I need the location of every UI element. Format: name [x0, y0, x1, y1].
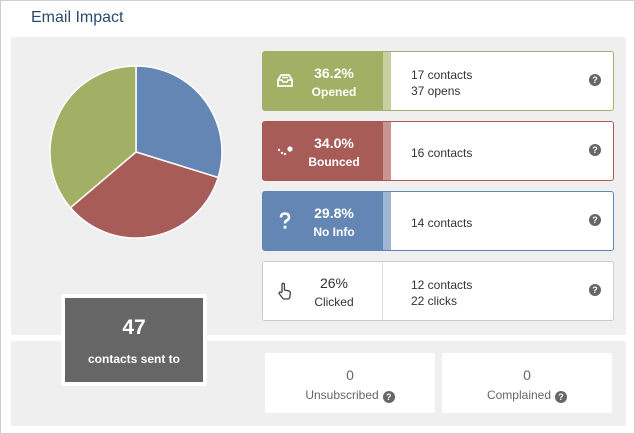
- complained-label-line: Complained?: [442, 388, 612, 403]
- bounced-help-icon[interactable]: ?: [589, 144, 601, 156]
- unsubscribed-label-line: Unsubscribed?: [265, 388, 435, 403]
- bounced-contacts: 16 contacts: [411, 146, 473, 160]
- bounce-icon: [275, 141, 295, 161]
- opened-percent: 36.2%: [314, 65, 354, 81]
- noinfo-percent: 29.8%: [314, 205, 354, 221]
- complained-card: 0 Complained?: [442, 353, 612, 413]
- opened-stat: 36.2% Opened: [263, 52, 383, 110]
- opened-accent-strip: [383, 52, 391, 110]
- clicked-details: 12 contacts 22 clicks: [411, 277, 472, 309]
- clicked-stat: 26% Clicked: [263, 262, 383, 320]
- bounced-accent-strip: [383, 122, 391, 180]
- pointer-hand-icon: [275, 281, 295, 301]
- opened-details: 17 contacts 37 opens: [411, 67, 472, 99]
- clicked-help-icon[interactable]: ?: [589, 284, 601, 296]
- noinfo-stat: 29.8% No Info: [263, 192, 383, 250]
- clicked-label: Clicked: [314, 295, 354, 309]
- complained-label: Complained: [486, 388, 552, 402]
- bounced-percent: 34.0%: [314, 135, 354, 151]
- pie-slice-opened[interactable]: [49, 65, 137, 209]
- unsubscribed-label: Unsubscribed: [305, 388, 379, 402]
- complained-count: 0: [523, 367, 531, 383]
- unsubscribed-count: 0: [346, 367, 354, 383]
- unsubscribed-help-icon[interactable]: ?: [382, 391, 395, 403]
- clicked-row[interactable]: 26% Clicked 12 contacts 22 clicks ?: [262, 261, 614, 321]
- opened-opens: 37 opens: [411, 84, 461, 98]
- pie-slice-no-info[interactable]: [135, 65, 223, 179]
- complained-help-icon[interactable]: ?: [555, 391, 568, 403]
- opened-label: Opened: [311, 85, 357, 99]
- widget-title: Email Impact: [31, 9, 124, 26]
- question-icon: [275, 211, 295, 231]
- bounced-details: 16 contacts: [411, 145, 472, 161]
- opened-help-icon[interactable]: ?: [589, 74, 601, 86]
- noinfo-row[interactable]: 29.8% No Info 14 contacts ?: [262, 191, 614, 251]
- clicked-clicks: 22 clicks: [411, 294, 458, 308]
- contacts-sent-count: 47: [122, 316, 146, 339]
- contacts-sent-card: 47 contacts sent to: [61, 294, 207, 386]
- unsubscribed-card: 0 Unsubscribed?: [265, 353, 435, 413]
- opened-row[interactable]: 36.2% Opened 17 contacts 37 opens ?: [262, 51, 614, 111]
- bounced-stat: 34.0% Bounced: [263, 122, 383, 180]
- clicked-percent: 26%: [319, 275, 349, 291]
- impact-pie-chart: [49, 65, 223, 239]
- opened-contacts: 17 contacts: [411, 68, 473, 82]
- clicked-contacts: 12 contacts: [411, 278, 473, 292]
- inbox-icon: [275, 71, 295, 91]
- noinfo-label: No Info: [313, 225, 355, 239]
- contacts-sent-label: contacts sent to: [87, 352, 180, 366]
- bounced-row[interactable]: 34.0% Bounced 16 contacts ?: [262, 121, 614, 181]
- noinfo-accent-strip: [383, 192, 391, 250]
- noinfo-details: 14 contacts: [411, 215, 472, 231]
- noinfo-help-icon[interactable]: ?: [589, 214, 601, 226]
- bounced-label: Bounced: [308, 155, 360, 169]
- pie-slice-bounced[interactable]: [69, 151, 220, 239]
- noinfo-contacts: 14 contacts: [411, 216, 473, 230]
